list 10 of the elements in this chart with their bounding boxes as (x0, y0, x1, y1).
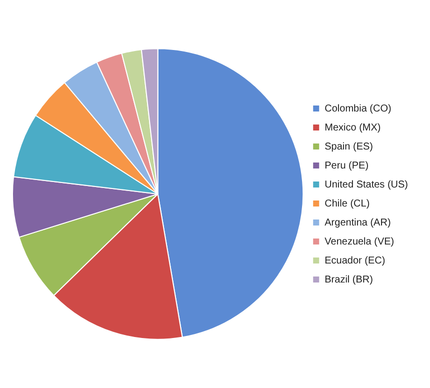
legend-label: Argentina (AR) (324, 217, 391, 228)
legend-label: Spain (ES) (324, 141, 373, 152)
legend-label: Brazil (BR) (324, 274, 373, 286)
legend-label: Peru (PE) (324, 160, 369, 172)
legend-label: Chile (CL) (324, 198, 370, 210)
legend-label: United States (US) (324, 179, 408, 190)
legend-label: Venezuela (VE) (324, 236, 394, 248)
legend-label: Colombia (CO) (324, 103, 392, 114)
legend-label: Mexico (MX) (324, 122, 381, 134)
legend-label: Ecuador (EC) (324, 255, 386, 266)
